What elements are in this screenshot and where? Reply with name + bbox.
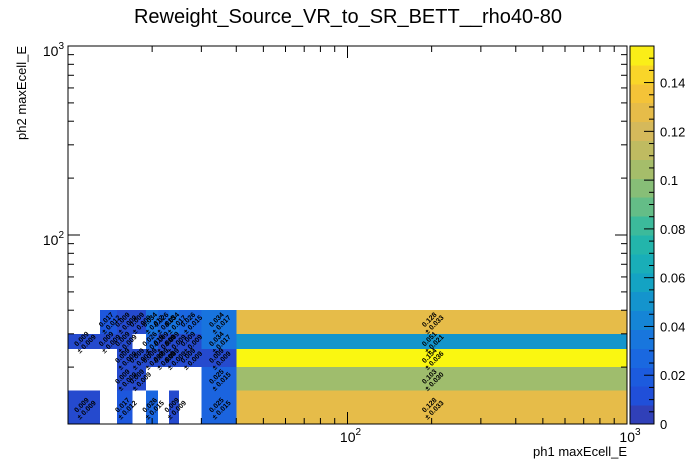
colorbar-tick-label: 0.06 <box>660 271 685 286</box>
heatmap-cell <box>236 333 628 349</box>
colorbar-segment <box>630 121 654 141</box>
heatmap-cell <box>201 333 237 349</box>
heatmap-cell <box>169 333 180 349</box>
x-tick-label: 103 <box>619 427 641 445</box>
heatmap-cell <box>179 348 202 368</box>
colorbar-segment <box>630 140 654 160</box>
y-tick-label: 103 <box>43 41 65 59</box>
colorbar-segment <box>630 102 654 123</box>
colorbar-tick-label: 0.08 <box>660 222 685 237</box>
heatmap-cell <box>179 310 202 334</box>
heatmap-cell <box>236 348 628 368</box>
heatmap-cell <box>169 390 180 424</box>
heatmap-cell <box>179 333 202 349</box>
colorbar-segment <box>630 310 654 330</box>
heatmap-cell <box>132 367 146 391</box>
heatmap-cell <box>236 367 628 391</box>
heatmap-cell <box>158 348 170 368</box>
heatmap-cell <box>132 310 146 334</box>
colorbar-segment <box>630 197 654 217</box>
x-tick-label: 102 <box>340 427 362 445</box>
colorbar-segment <box>630 46 654 66</box>
colorbar-segment <box>630 291 654 312</box>
heatmap-cell <box>145 333 159 349</box>
colorbar-tick-label: 0.1 <box>660 173 678 188</box>
heatmap-cell <box>201 348 237 368</box>
heatmap-cell <box>68 390 100 424</box>
heatmap-cell <box>99 333 118 349</box>
heatmap-cell <box>201 367 237 391</box>
heatmap-cell <box>117 367 133 391</box>
colorbar-tick-label: 0.14 <box>660 76 685 91</box>
colorbar-segment <box>630 64 654 85</box>
heatmap-cell <box>169 348 180 368</box>
colorbar-segment <box>630 83 654 104</box>
colorbar-tick-label: 0 <box>660 417 667 432</box>
cell-value-label: 0.017± 0.012 <box>112 395 138 421</box>
heatmap-cell <box>201 390 237 424</box>
plot-area <box>68 310 628 424</box>
y-axis-label: ph2 maxEcell_E <box>14 46 29 140</box>
colorbar-segment <box>630 235 654 255</box>
colorbar-segment <box>630 386 654 406</box>
colorbar-segment <box>630 329 654 349</box>
heatmap-cell <box>99 310 118 334</box>
heatmap-cell <box>117 390 133 424</box>
heatmap-cell <box>145 310 159 334</box>
colorbar-segment <box>630 367 654 387</box>
heatmap-cell <box>117 348 133 368</box>
colorbar-segment <box>630 405 654 425</box>
colorbar-tick-label: 0.12 <box>660 124 685 139</box>
cell-value-label: 0.009± 0.009 <box>71 329 97 355</box>
heatmap-cell <box>117 310 133 334</box>
colorbar-frame <box>629 45 655 425</box>
heatmap-cell <box>236 310 628 334</box>
heatmap-cell <box>158 333 170 349</box>
x-axis-label: ph1 maxEcell_E <box>533 444 627 459</box>
colorbar-segment <box>630 216 654 236</box>
heatmap-cell <box>68 333 100 349</box>
colorbar-segment <box>630 272 654 293</box>
y-tick-label: 102 <box>43 230 65 248</box>
heatmap-cell <box>117 333 133 349</box>
colorbar-segment <box>630 159 654 179</box>
heatmap-cell <box>145 390 159 424</box>
colorbar-segment <box>630 178 654 198</box>
heatmap-cell <box>145 348 159 368</box>
cell-value-label: 0.009± 0.009 <box>162 395 188 421</box>
colorbar-segment <box>630 253 654 274</box>
heatmap-cell <box>158 310 170 334</box>
colorbar: 0 0.02 0.04 0.06 0.08 0.1 0.12 0.14 <box>629 45 685 432</box>
colorbar-tick-label: 0.04 <box>660 319 685 334</box>
heatmap-cell <box>169 310 180 334</box>
colorbar-tick-label: 0.02 <box>660 368 685 383</box>
colorbar-segment <box>630 348 654 368</box>
axis-ticks: 102 103 102 103 <box>43 41 641 445</box>
heatmap-cell <box>132 348 146 368</box>
chart-title: Reweight_Source_VR_to_SR_BETT__rho40-80 <box>134 6 562 28</box>
cell-value-label: 0.026± 0.015 <box>140 395 166 421</box>
heatmap-cell <box>201 310 237 334</box>
